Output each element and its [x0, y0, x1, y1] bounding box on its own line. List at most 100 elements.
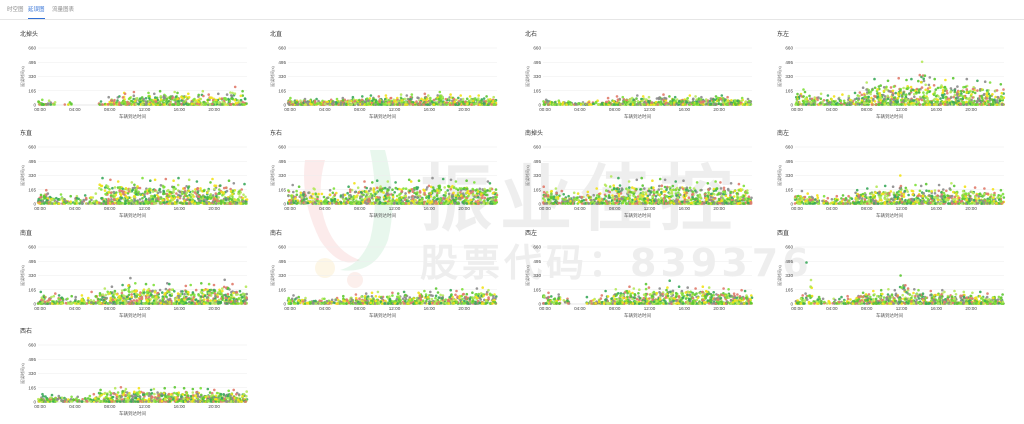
data-point [418, 103, 421, 106]
data-point [219, 184, 222, 187]
data-point [860, 103, 864, 106]
data-point [664, 97, 668, 100]
data-point [75, 196, 79, 200]
data-point [194, 188, 197, 191]
data-point [391, 198, 395, 202]
data-point [956, 92, 959, 96]
data-point [363, 180, 366, 183]
data-point [720, 94, 724, 97]
data-point [197, 93, 200, 97]
data-point [990, 98, 994, 101]
data-point [970, 98, 973, 102]
data-point [182, 100, 186, 104]
data-point [400, 99, 404, 102]
data-point [968, 90, 971, 94]
data-point [289, 201, 293, 204]
data-point [314, 192, 317, 195]
x-tick-label: 20:00 [458, 107, 470, 112]
data-point [220, 97, 224, 100]
data-point [913, 95, 916, 99]
data-point [891, 89, 895, 93]
data-point [109, 103, 112, 106]
data-point [665, 101, 668, 105]
data-point [213, 184, 216, 187]
data-point [389, 202, 392, 205]
data-point [225, 98, 228, 101]
data-point [445, 101, 448, 104]
data-point [233, 85, 237, 89]
data-point [621, 102, 624, 106]
data-point [365, 186, 368, 190]
data-point [452, 97, 456, 101]
chart-title: 北右 [525, 32, 538, 38]
data-point [218, 188, 221, 191]
data-point [621, 95, 625, 99]
data-point [917, 98, 921, 101]
data-point [865, 88, 868, 91]
data-point [632, 98, 635, 101]
data-point [207, 202, 211, 205]
data-point [330, 202, 334, 205]
data-point [986, 100, 990, 103]
x-tick-label: 16:00 [679, 107, 691, 112]
data-point [899, 98, 903, 102]
y-tick-label: 0 [33, 202, 36, 207]
data-point [647, 99, 650, 103]
data-point [348, 188, 352, 191]
data-point [183, 199, 186, 203]
data-point [608, 101, 611, 104]
tab-spacetime[interactable]: 时空图 [7, 7, 24, 13]
data-point [369, 94, 373, 97]
y-axis-label: 延误时间(s) [20, 165, 25, 186]
data-point [196, 187, 199, 191]
data-point [708, 99, 712, 103]
y-tick-label: 660 [278, 145, 286, 150]
data-point [635, 97, 638, 100]
data-point [991, 100, 995, 103]
data-point [873, 94, 876, 98]
data-point [242, 103, 246, 106]
y-axis-label: 延误时间(s) [20, 66, 25, 87]
data-point [988, 96, 992, 100]
data-point [121, 96, 125, 99]
data-point [484, 100, 487, 103]
data-point [167, 202, 170, 205]
data-point [988, 81, 992, 84]
data-point [986, 94, 989, 98]
data-point [123, 92, 127, 96]
data-point [408, 189, 412, 193]
data-point [238, 103, 241, 106]
data-point [191, 190, 194, 193]
data-point [217, 102, 221, 105]
tab-delay[interactable]: 延误图 [28, 7, 45, 19]
data-point [130, 103, 133, 106]
data-point [330, 102, 334, 106]
data-point [804, 97, 807, 101]
data-point [936, 86, 940, 90]
data-point [841, 93, 844, 96]
data-point [154, 103, 157, 106]
data-point [206, 101, 210, 104]
data-point [928, 76, 932, 79]
data-point [55, 196, 58, 200]
data-point [462, 102, 466, 106]
data-point [416, 96, 419, 99]
data-point [215, 195, 218, 198]
data-point [856, 102, 860, 106]
tab-flow[interactable]: 流量图表 [52, 7, 75, 13]
data-point [366, 192, 370, 195]
data-point [615, 95, 619, 98]
data-point [867, 91, 871, 94]
data-point [802, 88, 805, 91]
y-tick-label: 495 [278, 159, 286, 164]
data-point [441, 103, 445, 106]
data-point [298, 201, 301, 205]
data-point [187, 186, 190, 190]
data-point [328, 188, 332, 192]
data-point [237, 99, 240, 102]
data-point [133, 183, 136, 187]
data-point [185, 191, 189, 194]
data-point [842, 99, 846, 103]
data-point [691, 101, 694, 105]
x-tick-label: 12:00 [896, 107, 908, 112]
